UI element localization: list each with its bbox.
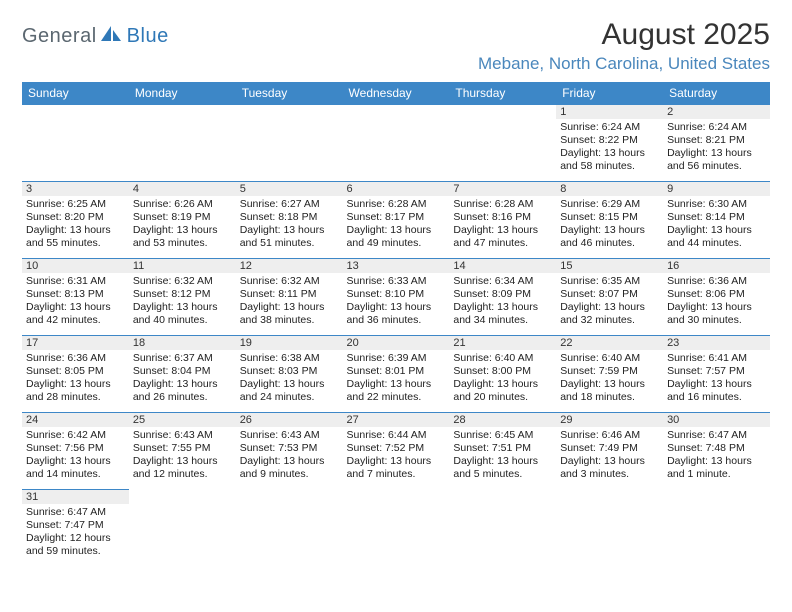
month-title: August 2025 xyxy=(478,18,770,52)
day-cell: Sunrise: 6:28 AMSunset: 8:16 PMDaylight:… xyxy=(449,196,556,254)
day-number: 27 xyxy=(343,413,450,427)
day-number: 2 xyxy=(663,105,770,119)
weekday-header: Monday xyxy=(129,82,236,105)
weekday-header: Tuesday xyxy=(236,82,343,105)
day-number: 22 xyxy=(556,336,663,350)
day-number: 26 xyxy=(236,413,343,427)
day-number: 12 xyxy=(236,259,343,273)
day-cell: Sunrise: 6:43 AMSunset: 7:55 PMDaylight:… xyxy=(129,427,236,485)
day-cell: Sunrise: 6:32 AMSunset: 8:11 PMDaylight:… xyxy=(236,273,343,331)
day-cell: Sunrise: 6:36 AMSunset: 8:06 PMDaylight:… xyxy=(663,273,770,331)
day-cell: Sunrise: 6:40 AMSunset: 7:59 PMDaylight:… xyxy=(556,350,663,408)
day-number: 14 xyxy=(449,259,556,273)
day-number: 28 xyxy=(449,413,556,427)
day-number: 1 xyxy=(556,105,663,119)
day-number: 29 xyxy=(556,413,663,427)
weekday-header: Sunday xyxy=(22,82,129,105)
day-cell: Sunrise: 6:41 AMSunset: 7:57 PMDaylight:… xyxy=(663,350,770,408)
day-cell: Sunrise: 6:30 AMSunset: 8:14 PMDaylight:… xyxy=(663,196,770,254)
day-cell: Sunrise: 6:28 AMSunset: 8:17 PMDaylight:… xyxy=(343,196,450,254)
day-cell: Sunrise: 6:33 AMSunset: 8:10 PMDaylight:… xyxy=(343,273,450,331)
day-cell: Sunrise: 6:24 AMSunset: 8:22 PMDaylight:… xyxy=(556,119,663,177)
day-number: 20 xyxy=(343,336,450,350)
day-number: 31 xyxy=(22,490,129,504)
day-cell: Sunrise: 6:47 AMSunset: 7:48 PMDaylight:… xyxy=(663,427,770,485)
day-number: 16 xyxy=(663,259,770,273)
day-cell: Sunrise: 6:35 AMSunset: 8:07 PMDaylight:… xyxy=(556,273,663,331)
day-number: 7 xyxy=(449,182,556,196)
logo-sail-icon xyxy=(101,24,123,47)
day-cell: Sunrise: 6:45 AMSunset: 7:51 PMDaylight:… xyxy=(449,427,556,485)
day-cell: Sunrise: 6:42 AMSunset: 7:56 PMDaylight:… xyxy=(22,427,129,485)
day-number: 6 xyxy=(343,182,450,196)
day-number: 25 xyxy=(129,413,236,427)
day-cell: Sunrise: 6:29 AMSunset: 8:15 PMDaylight:… xyxy=(556,196,663,254)
logo-text-general: General xyxy=(22,25,97,48)
logo: General Blue xyxy=(22,24,169,49)
weekday-header: Thursday xyxy=(449,82,556,105)
day-cell: Sunrise: 6:47 AMSunset: 7:47 PMDaylight:… xyxy=(22,504,129,562)
calendar-table: SundayMondayTuesdayWednesdayThursdayFrid… xyxy=(22,82,770,566)
day-cell: Sunrise: 6:34 AMSunset: 8:09 PMDaylight:… xyxy=(449,273,556,331)
logo-text-blue: Blue xyxy=(127,25,169,48)
day-cell: Sunrise: 6:31 AMSunset: 8:13 PMDaylight:… xyxy=(22,273,129,331)
day-cell: Sunrise: 6:43 AMSunset: 7:53 PMDaylight:… xyxy=(236,427,343,485)
day-number: 5 xyxy=(236,182,343,196)
day-number: 13 xyxy=(343,259,450,273)
day-number: 21 xyxy=(449,336,556,350)
day-cell: Sunrise: 6:40 AMSunset: 8:00 PMDaylight:… xyxy=(449,350,556,408)
day-number: 8 xyxy=(556,182,663,196)
day-cell: Sunrise: 6:44 AMSunset: 7:52 PMDaylight:… xyxy=(343,427,450,485)
day-cell: Sunrise: 6:25 AMSunset: 8:20 PMDaylight:… xyxy=(22,196,129,254)
day-number: 17 xyxy=(22,336,129,350)
day-cell: Sunrise: 6:37 AMSunset: 8:04 PMDaylight:… xyxy=(129,350,236,408)
day-number: 3 xyxy=(22,182,129,196)
weekday-header: Saturday xyxy=(663,82,770,105)
weekday-header: Friday xyxy=(556,82,663,105)
day-number: 23 xyxy=(663,336,770,350)
day-number: 10 xyxy=(22,259,129,273)
day-cell: Sunrise: 6:38 AMSunset: 8:03 PMDaylight:… xyxy=(236,350,343,408)
day-cell: Sunrise: 6:27 AMSunset: 8:18 PMDaylight:… xyxy=(236,196,343,254)
day-cell: Sunrise: 6:46 AMSunset: 7:49 PMDaylight:… xyxy=(556,427,663,485)
day-number: 9 xyxy=(663,182,770,196)
day-cell: Sunrise: 6:39 AMSunset: 8:01 PMDaylight:… xyxy=(343,350,450,408)
day-number: 15 xyxy=(556,259,663,273)
day-number: 4 xyxy=(129,182,236,196)
day-cell: Sunrise: 6:26 AMSunset: 8:19 PMDaylight:… xyxy=(129,196,236,254)
day-cell: Sunrise: 6:32 AMSunset: 8:12 PMDaylight:… xyxy=(129,273,236,331)
day-number: 30 xyxy=(663,413,770,427)
day-number: 11 xyxy=(129,259,236,273)
day-cell: Sunrise: 6:24 AMSunset: 8:21 PMDaylight:… xyxy=(663,119,770,177)
day-number: 19 xyxy=(236,336,343,350)
day-cell: Sunrise: 6:36 AMSunset: 8:05 PMDaylight:… xyxy=(22,350,129,408)
day-number: 24 xyxy=(22,413,129,427)
weekday-header: Wednesday xyxy=(343,82,450,105)
day-number: 18 xyxy=(129,336,236,350)
location-text: Mebane, North Carolina, United States xyxy=(478,54,770,74)
